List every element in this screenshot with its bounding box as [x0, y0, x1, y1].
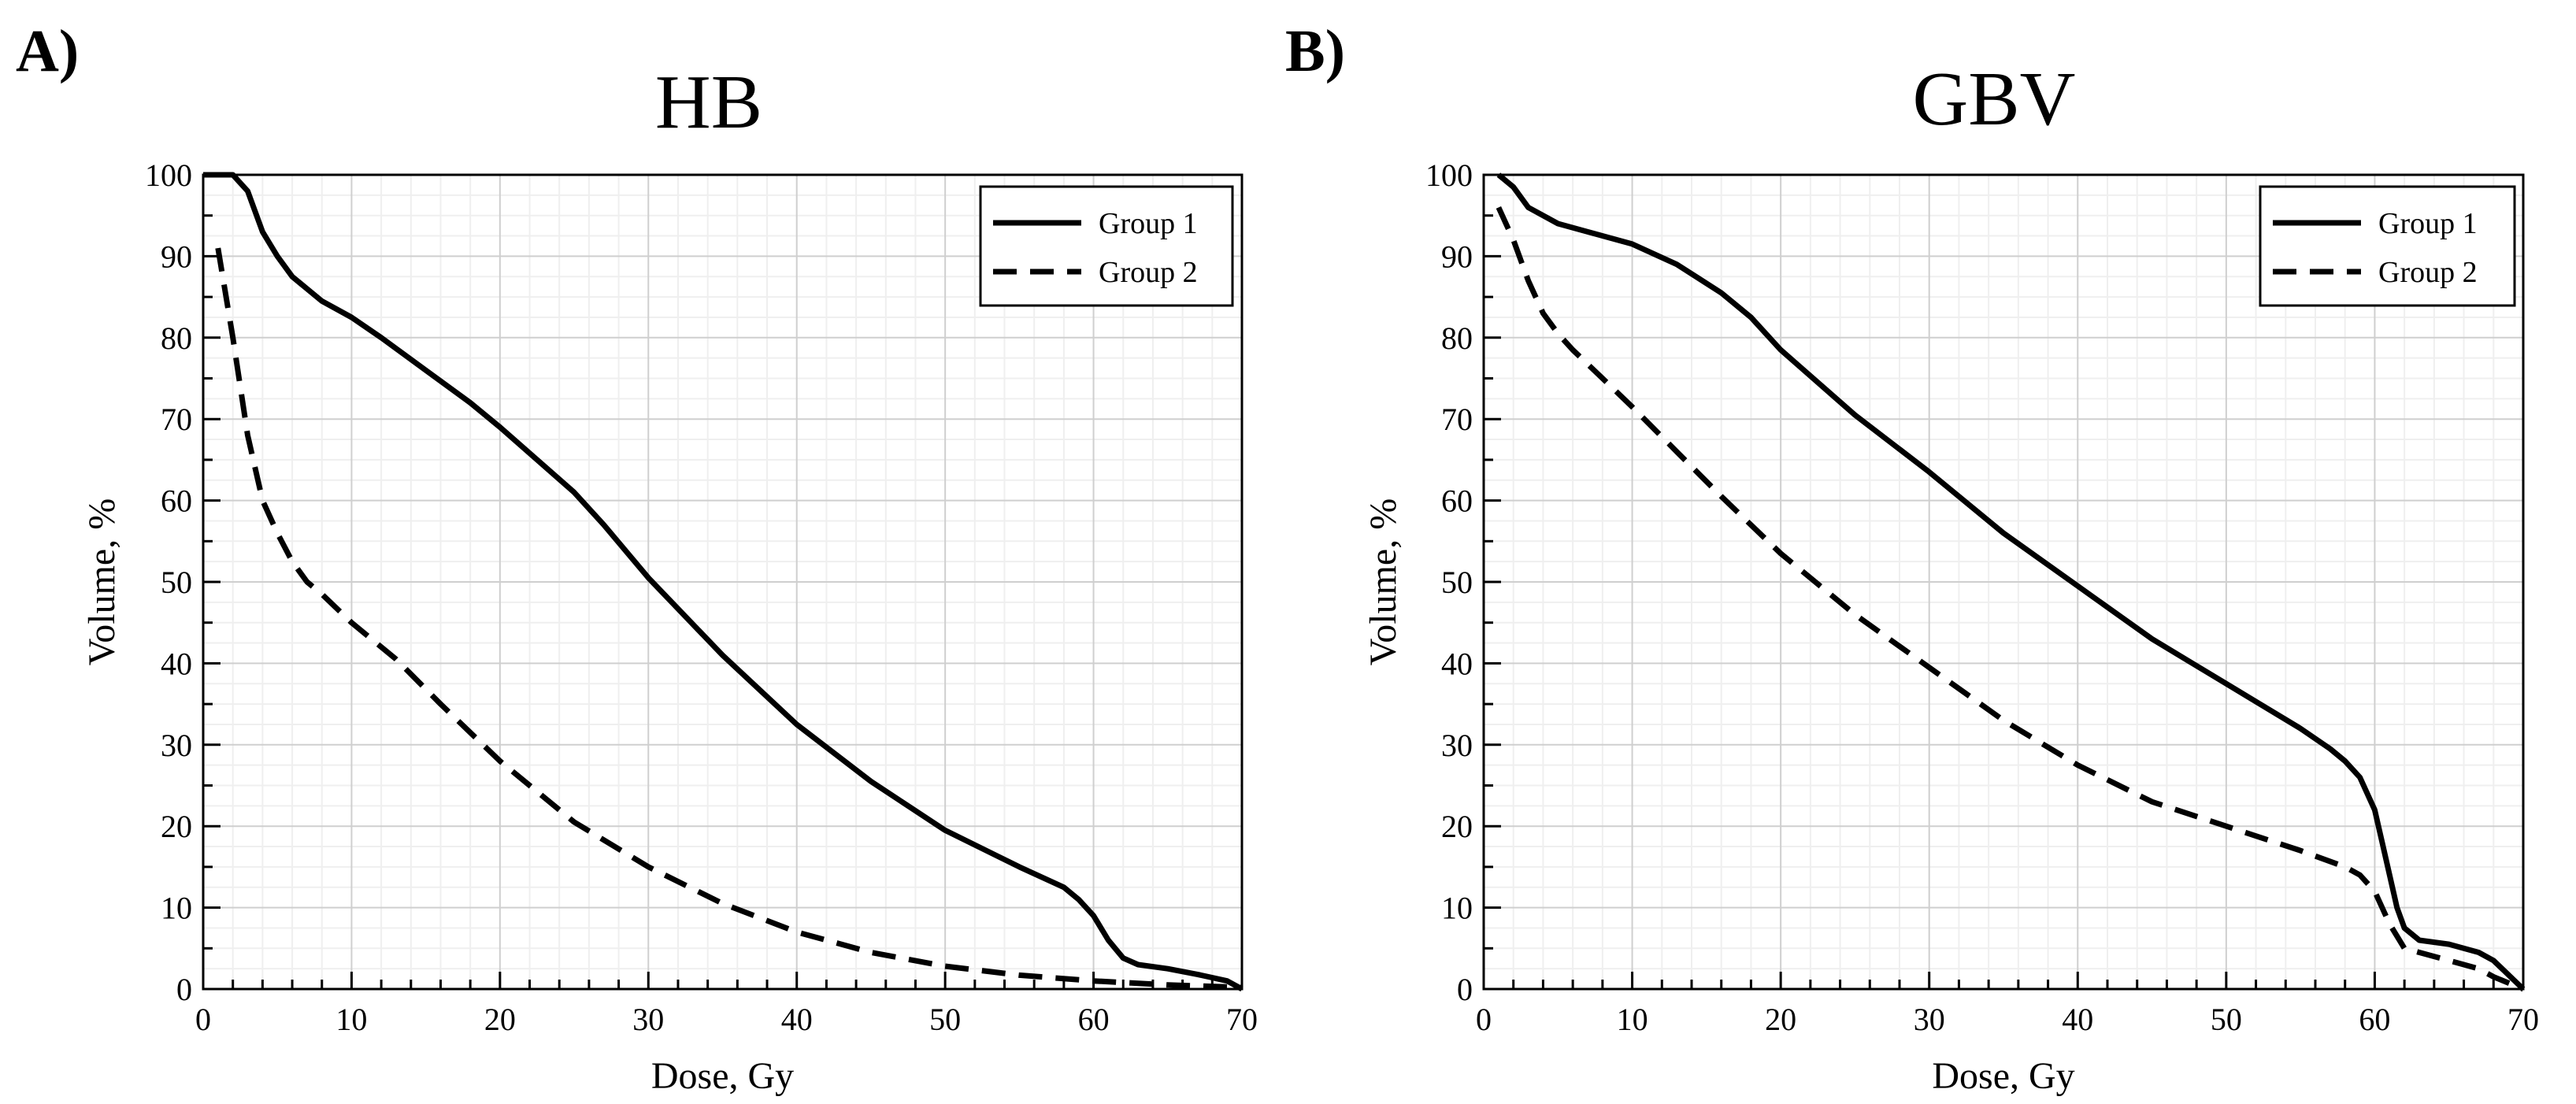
y-tick-label: 30	[1441, 728, 1473, 763]
y-tick-label: 0	[1457, 972, 1473, 1007]
series-line-group-2	[1496, 206, 2525, 992]
x-tick-label: 20	[1765, 1002, 1796, 1037]
chart-title: GBV	[1913, 57, 2076, 142]
series-line-group-1	[203, 172, 1244, 992]
x-tick-label: 40	[781, 1002, 813, 1037]
legend-label: Group 1	[2378, 207, 2478, 240]
x-axis-label: Dose, Gy	[1932, 1055, 2074, 1097]
major-grid	[1484, 175, 2523, 989]
x-tick-label: 70	[1226, 1002, 1258, 1037]
y-tick-label: 70	[161, 402, 192, 437]
y-tick-label: 0	[176, 972, 192, 1007]
x-tick-label: 10	[1617, 1002, 1648, 1037]
y-tick-label: 70	[1441, 402, 1473, 437]
y-tick-label: 10	[1441, 891, 1473, 926]
y-tick-label: 80	[1441, 320, 1473, 356]
panel-a: A) HB 0 10 20 30 40 50 60 70 0 10 20 30 40 50 60 70 80 90 10…	[16, 18, 1258, 1097]
x-tick-label: 50	[929, 1002, 961, 1037]
y-tick-label: 20	[1441, 809, 1473, 844]
x-tick-label: 30	[632, 1002, 664, 1037]
y-tick-label: 30	[161, 728, 192, 763]
x-tick-label: 40	[2062, 1002, 2093, 1037]
legend-box	[2259, 185, 2516, 307]
legend-label: Group 2	[1099, 256, 1198, 289]
x-tick-label: 70	[2507, 1002, 2539, 1037]
x-tick-label: 50	[2211, 1002, 2242, 1037]
y-axis-label: Volume, %	[81, 498, 123, 665]
x-tick-label: 0	[1476, 1002, 1492, 1037]
y-tick-label: 50	[161, 565, 192, 600]
legend: Group 1 Group 2	[979, 185, 1234, 307]
y-axis-label: Volume, %	[1362, 498, 1404, 665]
y-tick-label: 60	[161, 483, 192, 519]
y-tick-label: 90	[1441, 239, 1473, 274]
legend: Group 1 Group 2	[2259, 185, 2516, 307]
y-tick-label: 20	[161, 809, 192, 844]
x-tick-label: 10	[335, 1002, 367, 1037]
y-tick-label: 40	[161, 646, 192, 681]
panel-label: B)	[1285, 18, 1345, 84]
legend-label: Group 2	[2378, 256, 2478, 289]
y-tick-label: 60	[1441, 483, 1473, 519]
x-tick-label: 0	[195, 1002, 211, 1037]
y-tick-label: 10	[161, 891, 192, 926]
y-tick-label: 100	[145, 157, 192, 193]
major-grid	[203, 175, 1242, 989]
legend-box	[979, 185, 1234, 307]
x-axis-label: Dose, Gy	[651, 1055, 794, 1097]
y-tick-label: 100	[1425, 157, 1473, 193]
series-line-group-2	[215, 247, 1243, 991]
panel-label: A)	[16, 18, 79, 84]
y-tick-label: 80	[161, 320, 192, 356]
y-tick-label: 90	[161, 239, 192, 274]
x-tick-label: 60	[1078, 1002, 1110, 1037]
panel-b: B) GBV 0 10 20 30 40 50 60 70 0 10 20 30 40 50 60 70 80 90 1…	[1285, 18, 2539, 1097]
y-tick-label: 40	[1441, 646, 1473, 681]
y-tick-label: 50	[1441, 565, 1473, 600]
x-tick-label: 60	[2359, 1002, 2390, 1037]
legend-label: Group 1	[1099, 207, 1198, 240]
x-tick-label: 20	[484, 1002, 516, 1037]
chart-title: HB	[655, 60, 762, 145]
series-line-group-1	[1496, 172, 2526, 991]
x-tick-label: 30	[1914, 1002, 1945, 1037]
